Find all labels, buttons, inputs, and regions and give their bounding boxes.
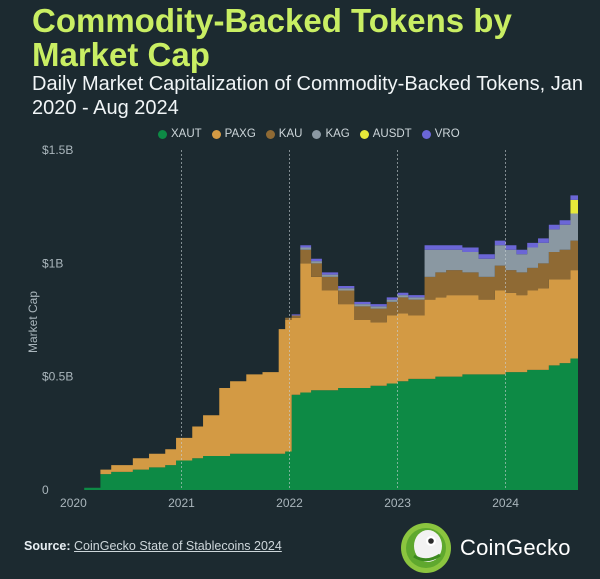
- grid-layer: [181, 150, 507, 490]
- y-tick-label: $0.5B: [42, 370, 73, 384]
- area-paxg: [68, 263, 578, 490]
- legend-item-ausdt: AUSDT: [359, 128, 412, 140]
- brand: CoinGecko: [400, 522, 571, 574]
- legend-item-kag: KAG: [312, 128, 350, 140]
- y-tick-label: $1B: [42, 256, 63, 270]
- area-xaut: [68, 356, 578, 490]
- area-layer: [68, 193, 578, 491]
- legend-swatch: [359, 129, 369, 139]
- legend-label: KAU: [278, 128, 303, 140]
- legend-swatch: [158, 129, 167, 139]
- y-tick-label: $1.5B: [42, 143, 73, 157]
- legend-item-kau: KAU: [265, 128, 303, 140]
- legend-label: XAUT: [171, 128, 202, 140]
- brand-name: CoinGecko: [460, 535, 571, 560]
- source-prefix: Source:: [24, 539, 71, 553]
- source-link[interactable]: CoinGecko State of Stablecoins 2024: [74, 539, 282, 553]
- y-axis-label: Market Cap: [26, 291, 40, 353]
- x-tick-label: 2020: [60, 496, 87, 510]
- x-tick-label: 2024: [492, 496, 519, 510]
- legend-swatch: [421, 129, 431, 139]
- axis-layer: 0 $0.5B $1B $1.5B 2020 2021 2022 2023 2024 Market…: [26, 143, 519, 510]
- legend-label: AUSDT: [372, 128, 412, 140]
- legend-swatch: [211, 129, 221, 139]
- legend-label: PAXG: [224, 128, 256, 140]
- x-tick-label: 2021: [168, 496, 195, 510]
- area-kau: [68, 238, 578, 490]
- legend-label: VRO: [434, 128, 460, 140]
- legend-item-xaut: XAUT: [158, 128, 202, 140]
- x-tick-label: 2022: [276, 496, 303, 510]
- x-tick-label: 2023: [384, 496, 411, 510]
- legend-item-vro: VRO: [421, 128, 460, 140]
- chart-legend: XAUT PAXG KAU KAG AUSDT VRO: [158, 128, 460, 140]
- legend-label: KAG: [325, 128, 350, 140]
- legend-swatch: [265, 129, 275, 139]
- chart-subtitle: Daily Market Capitalization of Commodity…: [32, 73, 583, 119]
- legend-item-paxg: PAXG: [211, 128, 256, 140]
- source-note: Source: CoinGecko State of Stablecoins 2…: [24, 539, 282, 553]
- coingecko-logo-icon: [401, 523, 451, 573]
- y-tick-label: 0: [42, 483, 49, 497]
- chart-title: Commodity-Backed Tokens by Market Cap: [32, 2, 512, 73]
- legend-swatch: [312, 129, 322, 139]
